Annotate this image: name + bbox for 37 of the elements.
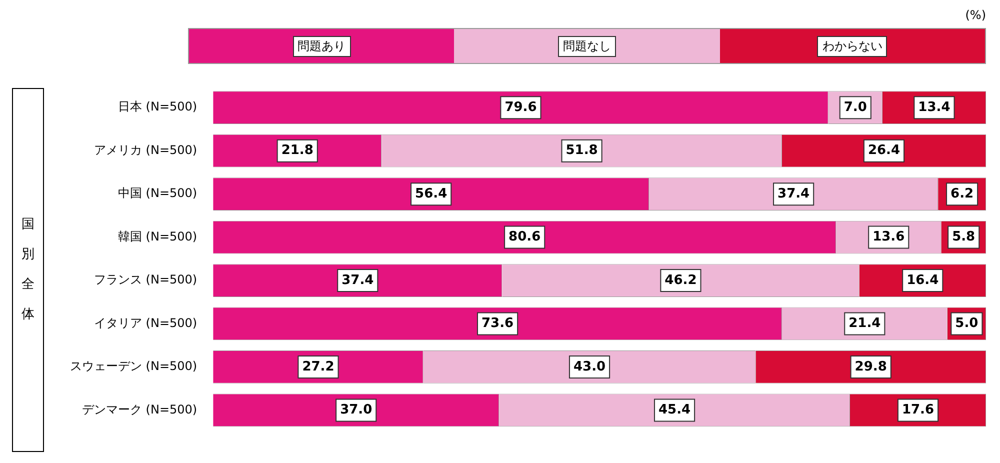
data-label: 29.8 <box>854 359 887 374</box>
data-label: 37.4 <box>342 272 374 288</box>
data-label: 21.8 <box>281 143 314 158</box>
y-tick-label: 中国 (N=500) <box>118 186 198 200</box>
data-label: 26.4 <box>868 143 900 158</box>
text: わからない <box>817 36 888 56</box>
data-label: 80.6 <box>508 230 541 245</box>
y-axis-title: 国別全体 <box>21 216 35 324</box>
y-tick-label: アメリカ (N=500) <box>94 142 198 157</box>
text: 問題あり <box>292 36 351 56</box>
data-label: 46.2 <box>664 272 697 288</box>
data-label: 13.6 <box>872 230 905 245</box>
y-tick-label: フランス (N=500) <box>94 272 198 287</box>
data-label: 56.4 <box>415 186 448 202</box>
data-label: 73.6 <box>481 316 514 332</box>
text: (%) <box>965 8 986 22</box>
data-label: 79.6 <box>504 100 537 115</box>
data-label: 5.0 <box>955 316 978 332</box>
data-label: 5.8 <box>952 230 976 245</box>
data-label: 21.4 <box>848 316 881 332</box>
y-tick-label: デンマーク (N=500) <box>82 402 198 416</box>
text: 問題なし <box>558 36 616 56</box>
y-tick-label: 日本 (N=500) <box>118 100 198 114</box>
data-label: 43.0 <box>573 359 606 374</box>
data-label: 51.8 <box>566 143 598 158</box>
y-tick-label: 韓国 (N=500) <box>118 229 198 244</box>
y-tick-label: スウェーデン (N=500) <box>70 359 198 374</box>
data-label: 37.4 <box>778 186 810 202</box>
data-label: 17.6 <box>902 402 934 418</box>
data-label: 7.0 <box>844 100 867 115</box>
data-label: 6.2 <box>950 186 974 202</box>
data-label: 16.4 <box>906 272 939 288</box>
data-label: 27.2 <box>302 359 334 374</box>
data-label: 13.4 <box>918 100 950 115</box>
y-tick-label: イタリア (N=500) <box>94 316 198 330</box>
data-label: 45.4 <box>658 402 691 418</box>
data-label: 37.0 <box>340 402 372 418</box>
